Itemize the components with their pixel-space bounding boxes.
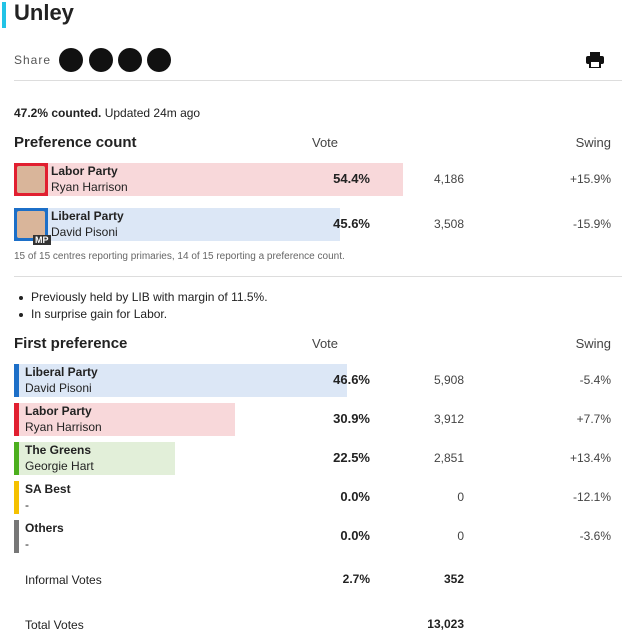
- forward-button[interactable]: [147, 48, 171, 72]
- informal-votes: 352: [443, 572, 464, 586]
- party: Liberal Party: [25, 365, 98, 379]
- party: SA Best: [25, 482, 71, 496]
- section-heading: Preference count: [14, 134, 137, 151]
- votes: 5,908: [433, 373, 464, 387]
- total-label: Total Votes: [25, 618, 84, 632]
- status: 47.2% counted. Updated 24m ago: [14, 106, 200, 120]
- candidate: David Pisoni: [25, 381, 92, 395]
- party: Labor Party: [25, 404, 92, 418]
- divider: [14, 276, 622, 277]
- facebook-button[interactable]: [89, 48, 113, 72]
- share-label: 54.4%: [333, 171, 370, 186]
- link-button[interactable]: [59, 48, 83, 72]
- vote-bar: [14, 208, 341, 241]
- informal-label: Informal Votes: [25, 573, 102, 587]
- swing: -3.6%: [579, 529, 611, 543]
- note-item: Previously held by LIB with margin of 11…: [31, 290, 268, 304]
- counted: 47.2% counted.: [14, 106, 102, 120]
- divider: [14, 80, 622, 81]
- swing: -5.4%: [579, 373, 611, 387]
- candidate: Ryan Harrison: [51, 180, 128, 194]
- candidate: Georgie Hart: [25, 459, 94, 473]
- print-button[interactable]: [586, 52, 604, 68]
- swing-heading: Swing: [575, 135, 611, 150]
- vote-bar: [14, 163, 403, 196]
- total-votes: 13,023: [427, 617, 464, 631]
- swing-heading: Swing: [575, 336, 611, 351]
- share-label: 45.6%: [333, 216, 370, 231]
- share-label: 22.5%: [333, 450, 370, 465]
- party: Labor Party: [51, 164, 118, 178]
- mp-badge: MP: [33, 235, 51, 245]
- swing: +7.7%: [576, 412, 611, 426]
- vote-bar: [14, 403, 235, 436]
- note-item: In surprise gain for Labor.: [31, 307, 168, 321]
- share-label: Share: [14, 53, 52, 67]
- votes: 3,912: [433, 412, 464, 426]
- candidate-photo: [14, 208, 48, 241]
- party: Others: [25, 521, 64, 535]
- share-label: 0.0%: [340, 489, 370, 504]
- share-label: 46.6%: [333, 372, 370, 387]
- share-label: 30.9%: [333, 411, 370, 426]
- party-strip: [14, 364, 19, 397]
- vote-heading: Vote: [312, 135, 339, 150]
- party-strip: [14, 520, 19, 553]
- informal-share: 2.7%: [342, 572, 370, 586]
- updated: Updated 24m ago: [104, 106, 201, 120]
- swing: +15.9%: [569, 172, 611, 186]
- votes: 0: [457, 490, 464, 504]
- candidate: Ryan Harrison: [25, 420, 102, 434]
- twitter-button[interactable]: [118, 48, 142, 72]
- share-label: 0.0%: [340, 528, 370, 543]
- title-accent: [2, 2, 6, 28]
- photo-face: [17, 211, 45, 238]
- candidate-photo: [14, 163, 48, 196]
- candidate: -: [25, 498, 29, 512]
- votes: 3,508: [433, 217, 464, 231]
- vote-bar: [14, 364, 348, 397]
- vote-heading: Vote: [312, 336, 339, 351]
- bullet: [19, 296, 23, 300]
- votes: 4,186: [433, 172, 464, 186]
- bullet: [19, 313, 23, 317]
- title: Unley: [14, 0, 74, 25]
- candidate: David Pisoni: [51, 225, 118, 239]
- section-heading: First preference: [14, 335, 128, 352]
- swing: +13.4%: [569, 451, 611, 465]
- votes: 2,851: [433, 451, 464, 465]
- party-strip: [14, 403, 19, 436]
- swing: -15.9%: [572, 217, 611, 231]
- note: 15 of 15 centres reporting primaries, 14…: [14, 251, 345, 262]
- vote-bar: [14, 442, 175, 475]
- party: The Greens: [25, 443, 92, 457]
- candidate: -: [25, 537, 29, 551]
- party-strip: [14, 442, 19, 475]
- photo-face: [17, 166, 45, 193]
- party: Liberal Party: [51, 209, 124, 223]
- party-strip: [14, 481, 19, 514]
- votes: 0: [457, 529, 464, 543]
- swing: -12.1%: [572, 490, 611, 504]
